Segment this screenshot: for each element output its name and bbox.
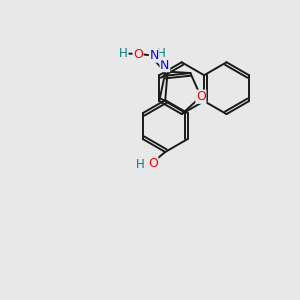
Text: O: O (148, 157, 158, 170)
Text: O: O (133, 48, 143, 61)
Text: N: N (149, 49, 159, 62)
Text: H: H (157, 47, 166, 60)
Text: O: O (196, 90, 206, 103)
Text: H: H (119, 47, 128, 60)
Text: H: H (136, 158, 145, 171)
Text: N: N (160, 58, 170, 72)
